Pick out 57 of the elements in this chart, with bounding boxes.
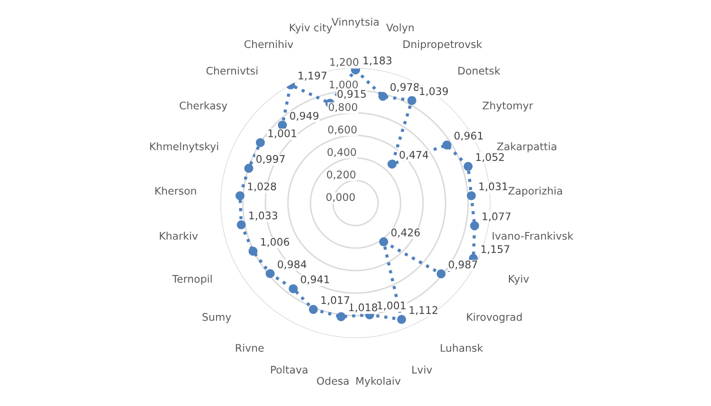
spoke-label: Chernivtsi xyxy=(206,66,258,75)
data-label: 1,017 xyxy=(321,296,350,306)
data-label: 0,961 xyxy=(454,132,483,141)
data-label: 1,001 xyxy=(268,129,296,138)
data-label: 1,018 xyxy=(349,303,378,312)
data-label: 1,031 xyxy=(479,182,508,192)
y-tick-label: 0,600 xyxy=(328,126,357,135)
y-tick-label: 0,200 xyxy=(326,170,356,180)
y-tick-label: 1,200 xyxy=(330,58,358,67)
data-label: 0,984 xyxy=(278,260,306,270)
spoke-label: Lviv xyxy=(412,366,432,374)
spoke-label: Kyiv xyxy=(508,274,529,285)
data-label: 1,033 xyxy=(249,212,278,220)
y-tick-label: 1,000 xyxy=(330,80,358,90)
data-label: 1,052 xyxy=(476,153,504,162)
spoke-label: Zhytomyr xyxy=(482,101,534,112)
spoke-label: Kherson xyxy=(155,186,196,195)
spoke-label: Ternopil xyxy=(172,274,212,285)
data-label: 1,197 xyxy=(298,72,326,81)
spoke-label: Ivano-Frankivsk xyxy=(492,232,574,240)
data-label: 0,915 xyxy=(338,90,366,99)
spoke-label: Volyn xyxy=(386,23,414,34)
data-label: 0,949 xyxy=(290,112,318,121)
y-tick-label: 0,800 xyxy=(328,103,358,112)
y-tick-label: 0,400 xyxy=(328,148,356,158)
spoke-label: Mykolaiv xyxy=(356,376,401,387)
spoke-label: Chernihiv xyxy=(244,40,294,48)
data-label: 1,183 xyxy=(364,56,392,66)
data-label: 0,941 xyxy=(300,275,330,284)
spoke-label: Kharkiv xyxy=(160,232,198,240)
data-label: 1,077 xyxy=(482,212,510,222)
spoke-label: Vinnytsia xyxy=(332,18,379,28)
data-label: 1,112 xyxy=(410,306,438,316)
data-label: 1,006 xyxy=(261,238,290,247)
spoke-label: Khmelnytskyi xyxy=(150,142,218,152)
data-label: 0,474 xyxy=(400,150,428,160)
data-label: 0,426 xyxy=(391,228,420,238)
y-tick-label: 0,000 xyxy=(326,193,355,202)
spoke-label: Sumy xyxy=(202,313,232,323)
spoke-label: Donetsk xyxy=(458,66,500,75)
spoke-label: Cherkasy xyxy=(180,101,228,112)
data-label: 1,001 xyxy=(378,302,406,310)
spoke-label: Kyiv city xyxy=(290,23,332,34)
spoke-label: Zaporizhia xyxy=(508,186,562,197)
data-label: 1,028 xyxy=(248,182,276,192)
spoke-label: Rivne xyxy=(236,344,264,352)
spoke-label: Zakarpattia xyxy=(497,142,556,152)
data-label: 0,997 xyxy=(256,155,285,164)
data-label: 1,157 xyxy=(481,245,510,254)
spoke-label: Luhansk xyxy=(440,344,484,352)
spoke-label: Dnipropetrovsk xyxy=(403,40,482,50)
data-label: 0,987 xyxy=(448,260,477,270)
data-label: 1,039 xyxy=(420,87,448,96)
spoke-label: Kirovograd xyxy=(467,312,522,323)
spoke-label: Poltava xyxy=(271,366,308,374)
data-label: 0,978 xyxy=(390,83,419,92)
spoke-label: Odesa xyxy=(316,376,348,385)
